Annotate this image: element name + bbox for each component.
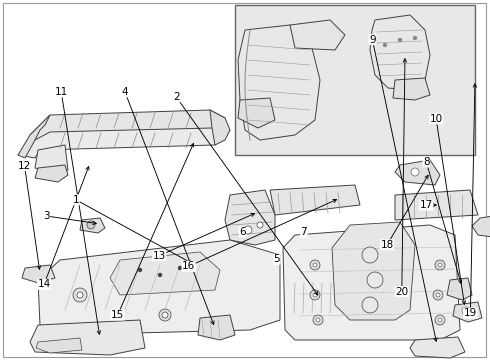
Text: 13: 13 [152,251,166,261]
Circle shape [413,36,417,40]
Polygon shape [453,302,482,322]
Circle shape [435,260,445,270]
Polygon shape [332,222,415,320]
Circle shape [438,318,442,322]
Polygon shape [80,218,105,233]
Text: 11: 11 [54,87,68,97]
Text: 6: 6 [239,227,246,237]
Polygon shape [410,337,465,358]
Polygon shape [38,240,280,335]
Polygon shape [288,280,345,315]
Polygon shape [30,110,225,140]
Circle shape [433,290,443,300]
Polygon shape [110,252,220,295]
Text: 18: 18 [380,240,394,250]
Polygon shape [395,190,478,220]
Circle shape [87,221,95,229]
Circle shape [435,315,445,325]
Circle shape [313,293,317,297]
Circle shape [316,318,320,322]
Circle shape [158,273,162,277]
Polygon shape [35,165,68,182]
Polygon shape [22,265,55,283]
Polygon shape [36,338,82,353]
Circle shape [436,293,440,297]
Polygon shape [447,278,472,300]
Circle shape [73,288,87,302]
Circle shape [367,272,383,288]
Circle shape [138,268,142,272]
Text: 17: 17 [419,200,433,210]
Text: 14: 14 [37,279,51,289]
Circle shape [162,312,168,318]
Circle shape [362,297,378,313]
Circle shape [313,263,317,267]
Text: 9: 9 [369,35,376,45]
Circle shape [313,315,323,325]
Text: 1: 1 [73,195,79,205]
Polygon shape [472,215,490,238]
Circle shape [310,260,320,270]
Polygon shape [18,125,230,158]
Circle shape [310,290,320,300]
Polygon shape [370,15,430,90]
Circle shape [159,309,171,321]
Text: 3: 3 [43,211,50,221]
Text: 2: 2 [173,92,180,102]
Polygon shape [198,315,235,340]
Text: 10: 10 [430,114,442,124]
Circle shape [398,38,402,42]
Text: 7: 7 [300,227,307,237]
Polygon shape [270,185,360,215]
Polygon shape [18,115,50,158]
Text: 19: 19 [464,308,477,318]
Text: 12: 12 [18,161,31,171]
Polygon shape [238,25,320,140]
Polygon shape [210,110,230,145]
Circle shape [383,43,387,47]
Text: 15: 15 [111,310,124,320]
Polygon shape [393,78,430,100]
Polygon shape [290,20,345,50]
Circle shape [77,292,83,298]
Text: 8: 8 [423,157,430,167]
Polygon shape [225,190,275,245]
Circle shape [411,168,419,176]
Polygon shape [30,320,145,355]
Circle shape [244,226,252,234]
Polygon shape [283,225,460,340]
Circle shape [178,266,182,270]
Polygon shape [238,98,275,128]
Text: 5: 5 [273,254,280,264]
Bar [235,5,475,155]
Circle shape [257,222,263,228]
Text: 20: 20 [395,287,408,297]
Circle shape [362,247,378,263]
Polygon shape [35,145,68,175]
Polygon shape [395,160,440,185]
Circle shape [462,307,470,315]
Text: 4: 4 [122,87,128,97]
Text: 16: 16 [182,261,196,271]
Circle shape [438,263,442,267]
